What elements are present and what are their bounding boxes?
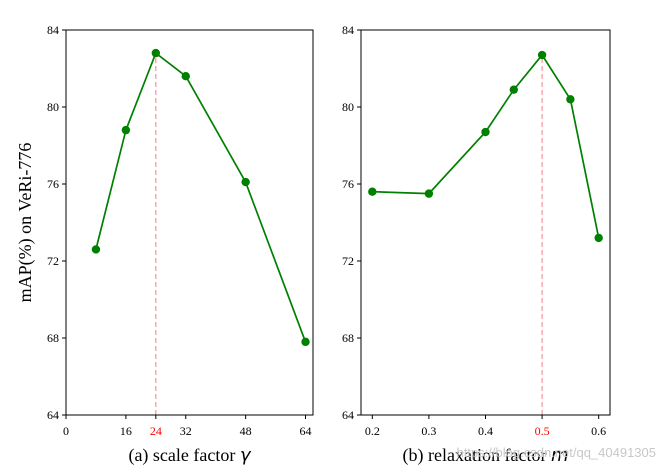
- data-point: [91, 245, 101, 254]
- x-axis-symbol: γ: [240, 445, 252, 466]
- data-point: [301, 337, 310, 347]
- x-tick-label: 0.3: [421, 424, 436, 438]
- y-tick-label: 76: [47, 177, 59, 191]
- axes-frame: [65, 29, 314, 416]
- y-tick-label: 68: [342, 331, 354, 345]
- y-tick-label: 68: [47, 331, 59, 345]
- data-point: [594, 233, 603, 243]
- series-line: [95, 51, 307, 343]
- data-point: [481, 127, 490, 137]
- y-tick-label: 84: [342, 23, 354, 37]
- y-tick-label: 84: [47, 23, 59, 37]
- x-tick-label: 24: [150, 424, 162, 438]
- axes-frame: [360, 29, 611, 416]
- y-axis-label: mAP(%) on VeRi-776: [15, 143, 36, 303]
- y-tick-label: 64: [47, 408, 59, 422]
- x-axis-label: (a) scale factor γ: [128, 445, 251, 466]
- panel-relaxation-factor: 64 68 72 76 80 84 0.2 0.3 0.4 0.5 0.6 (b) relaxatio…: [342, 23, 611, 466]
- panel-scale-factor: 64 68 72 76 80 84 0 16 24 32 48 64 (a) scale factor …: [15, 23, 314, 466]
- x-tick-label: 0.4: [478, 424, 493, 438]
- y-tick-label: 76: [342, 177, 354, 191]
- x-tick-label: 64: [300, 424, 312, 438]
- y-tick-label: 80: [342, 100, 354, 114]
- x-tick-label: 0.2: [365, 424, 380, 438]
- x-tick-label: 32: [180, 424, 192, 438]
- x-tick-label: 0: [63, 424, 69, 438]
- y-tick-label: 72: [342, 254, 354, 268]
- data-point: [368, 187, 377, 196]
- data-point: [241, 177, 250, 187]
- x-axis-label-text: (a) scale factor: [128, 445, 239, 466]
- watermark: https://blog.csdn.net/qq_40491305: [457, 445, 657, 460]
- x-tick-label: 16: [120, 424, 132, 438]
- data-point: [424, 189, 434, 198]
- x-tick-label: 48: [240, 424, 252, 438]
- data-point: [151, 48, 161, 58]
- y-tick-label: 72: [47, 254, 59, 268]
- data-point: [181, 72, 190, 81]
- data-point: [537, 50, 547, 60]
- x-tick-label: 0.5: [535, 424, 550, 438]
- x-tick-label: 0.6: [591, 424, 606, 438]
- data-point: [509, 85, 518, 94]
- x-axis-label: (b) relaxation factor m: [403, 445, 569, 466]
- data-point: [566, 95, 575, 104]
- y-tick-label: 64: [342, 408, 354, 422]
- x-axis-symbol: m: [551, 445, 569, 466]
- y-tick-label: 80: [47, 100, 59, 114]
- x-axis-label-text: (b) relaxation factor: [403, 445, 551, 466]
- data-point: [121, 125, 131, 135]
- series-line: [372, 53, 600, 239]
